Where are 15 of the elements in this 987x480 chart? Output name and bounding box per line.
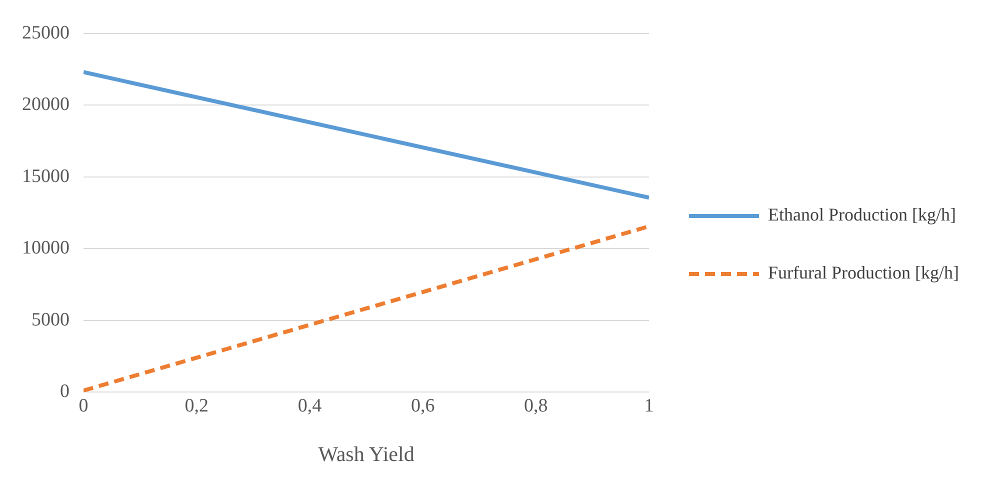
x-tick-label: 0,6	[410, 395, 435, 416]
x-tick-label: 1	[644, 395, 654, 416]
x-axis-title: Wash Yield	[318, 442, 415, 466]
y-tick-label: 25000	[22, 22, 70, 44]
y-tick-label: 0	[60, 380, 70, 402]
x-tick-label: 0,4	[298, 395, 322, 416]
x-tick-label: 0,8	[524, 395, 548, 416]
legend-label: Ethanol Production [kg/h]	[768, 204, 956, 225]
x-tick-label: 0,2	[184, 395, 208, 416]
legend-label: Furfural Production [kg/h]	[768, 262, 959, 283]
y-tick-label: 5000	[32, 309, 70, 330]
y-tick-label: 15000	[22, 166, 70, 187]
y-tick-label: 10000	[22, 238, 70, 259]
y-tick-label: 20000	[22, 94, 70, 116]
x-tick-label: 0	[78, 395, 88, 416]
